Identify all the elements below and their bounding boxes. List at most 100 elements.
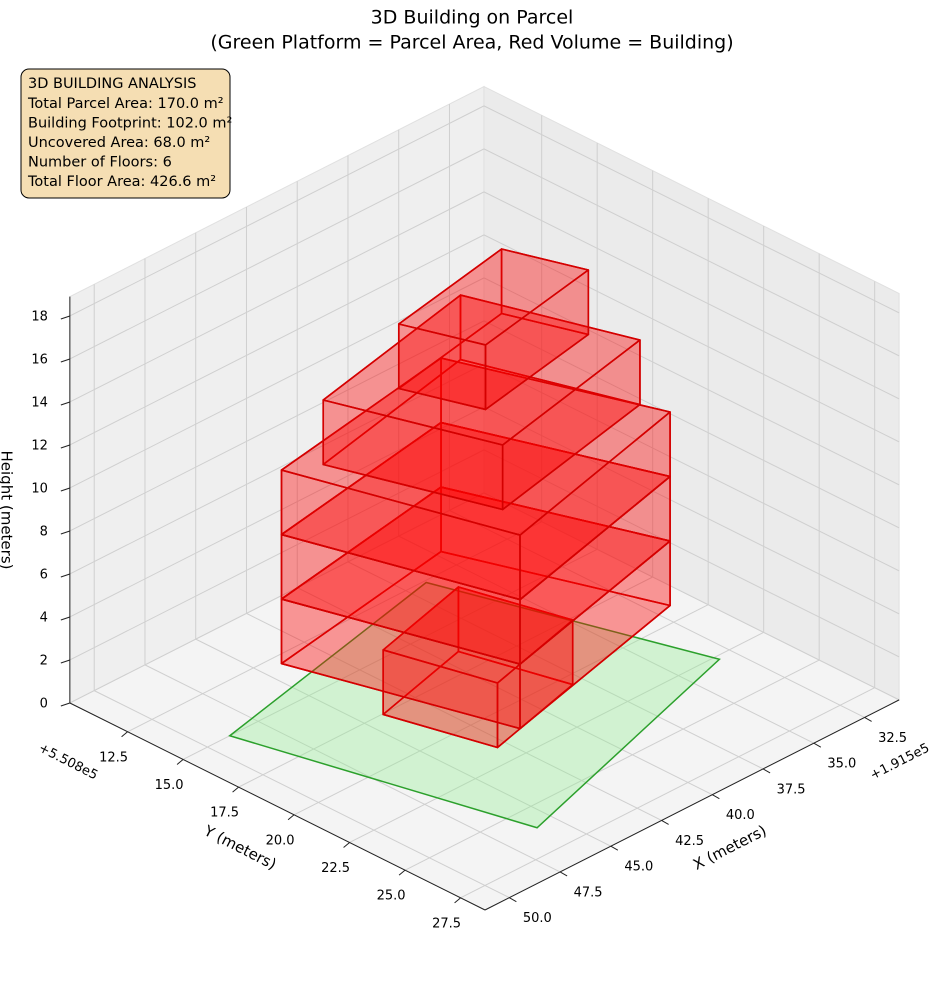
grid-line — [246, 612, 662, 821]
y-tick-label: 25.0 — [377, 889, 406, 904]
y-tick-label: 12.5 — [99, 750, 128, 765]
y-tick — [398, 869, 406, 876]
x-tick-label: 32.5 — [878, 731, 907, 746]
grid-line — [69, 105, 485, 317]
z-tick-label: 10 — [31, 481, 48, 496]
grid-line — [483, 320, 900, 529]
grid-line — [69, 406, 485, 618]
grid-line — [483, 234, 900, 443]
grid-line — [349, 631, 764, 843]
grid-line — [483, 277, 900, 486]
grid-line — [398, 535, 815, 744]
z-tick — [60, 530, 71, 535]
grid-line — [460, 687, 875, 899]
y-tick-label: 20.0 — [266, 833, 295, 848]
info-line: Total Parcel Area: 170.0 m² — [27, 96, 224, 112]
y-tick — [287, 814, 295, 821]
z-tick-label: 16 — [31, 352, 48, 367]
info-lines: Total Parcel Area: 170.0 m² Building Foot… — [27, 96, 232, 190]
y-tick — [343, 842, 350, 848]
z-tick — [60, 487, 71, 492]
y-offset-label: +5.508e5 — [36, 741, 100, 784]
grid-line — [483, 363, 900, 572]
x-tick-label: 40.0 — [726, 808, 755, 823]
z-tick-label: 18 — [31, 309, 48, 324]
y-tick — [454, 897, 461, 904]
z-tick — [60, 315, 71, 320]
x-tick — [559, 871, 568, 877]
grid-line — [144, 664, 561, 873]
x-tick — [864, 716, 872, 722]
grid-line — [69, 320, 485, 532]
info-title: 3D BUILDING ANALYSIS — [28, 76, 196, 92]
z-tick-label: 4 — [40, 610, 48, 625]
grid-line — [182, 548, 598, 760]
y-tick-label: 27.5 — [432, 916, 461, 931]
z-tick-label: 12 — [31, 438, 48, 453]
x-tick — [661, 819, 669, 825]
x-tick-label: 45.0 — [624, 860, 653, 875]
grid-line — [347, 561, 764, 770]
grid-line — [483, 191, 900, 400]
grid-line — [195, 638, 612, 847]
y-tick — [232, 786, 239, 793]
y-tick-label: 15.0 — [155, 778, 184, 793]
y-tick — [176, 759, 184, 765]
y-tick — [121, 731, 128, 738]
z-axis-label: Height (meters) — [0, 451, 16, 570]
grid-line — [69, 148, 485, 360]
x-tick — [813, 742, 822, 748]
x-tick-label: 50.0 — [523, 911, 552, 926]
grid-line — [69, 492, 485, 704]
chart-title: 3D Building on Parcel — [371, 7, 574, 29]
z-tick — [60, 616, 71, 621]
plot-area: 32.5 35.0 37.5 40.0 42.5 45.0 47.5 50.0 12.5 15.0… — [31, 85, 907, 931]
z-tick-label: 2 — [40, 653, 48, 668]
info-line: Building Footprint: 102.0 m² — [28, 116, 232, 132]
floor-side — [322, 399, 504, 511]
x-tick — [712, 794, 720, 800]
info-box-background — [20, 68, 231, 199]
info-line: Total Floor Area: 426.6 m² — [27, 174, 216, 190]
grid-line — [483, 148, 900, 357]
z-tick — [60, 659, 71, 664]
grid-line — [69, 363, 485, 575]
z-tick — [60, 401, 71, 406]
parcel — [228, 581, 721, 829]
floor-side — [382, 649, 499, 749]
z-tick — [60, 702, 71, 707]
grid-line — [404, 659, 820, 871]
floor-side — [397, 323, 487, 411]
x-tick — [762, 768, 771, 774]
floor-side — [280, 469, 521, 601]
z-tick-label: 14 — [31, 395, 48, 410]
grid-line — [69, 449, 485, 661]
x-tick-label: 37.5 — [777, 782, 806, 797]
z-tick-label: 8 — [40, 524, 48, 539]
z-tick — [60, 573, 71, 578]
x-tick — [509, 897, 517, 903]
grid-line — [93, 690, 510, 899]
y-axis-line — [69, 702, 486, 911]
grid-line — [69, 234, 485, 446]
grid-line — [449, 509, 865, 718]
x-axis-line — [484, 699, 900, 911]
z-tick — [60, 358, 71, 363]
x-tick-label: 47.5 — [574, 885, 603, 900]
grid-line — [69, 191, 485, 403]
info-line: Uncovered Area: 68.0 m² — [28, 135, 210, 151]
z-tick-label: 6 — [40, 567, 48, 582]
y-tick-label: 17.5 — [210, 806, 239, 821]
y-tick-label: 22.5 — [321, 861, 350, 876]
grid-line — [483, 406, 900, 615]
z-tick — [60, 444, 71, 449]
x-tick — [610, 845, 619, 851]
grid-line — [293, 604, 709, 816]
x-offset-label: +1.915e5 — [868, 741, 932, 784]
z-tick-label: 0 — [40, 696, 48, 711]
x-tick-label: 42.5 — [675, 834, 704, 849]
grid-line — [483, 492, 900, 701]
x-tick-label: 35.0 — [827, 757, 856, 772]
info-box: 3D BUILDING ANALYSIS Total Parcel Area: … — [20, 68, 232, 199]
